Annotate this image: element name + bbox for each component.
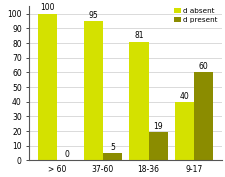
Bar (38, 14, 57, 160)
Text: 40: 40 (180, 92, 190, 101)
Bar (175, 102, 194, 160)
Text: 19: 19 (153, 122, 163, 131)
Bar (129, 42, 149, 160)
Text: 60: 60 (199, 62, 209, 71)
Text: 81: 81 (134, 31, 144, 40)
Bar (84, 21, 103, 160)
Legend: d absent, d present: d absent, d present (173, 7, 219, 24)
Text: 95: 95 (88, 11, 98, 20)
Bar (103, 153, 122, 160)
Bar (149, 133, 168, 160)
Bar (194, 72, 214, 160)
Text: 0: 0 (65, 150, 69, 159)
Text: 100: 100 (40, 4, 55, 13)
Text: 5: 5 (110, 143, 115, 152)
